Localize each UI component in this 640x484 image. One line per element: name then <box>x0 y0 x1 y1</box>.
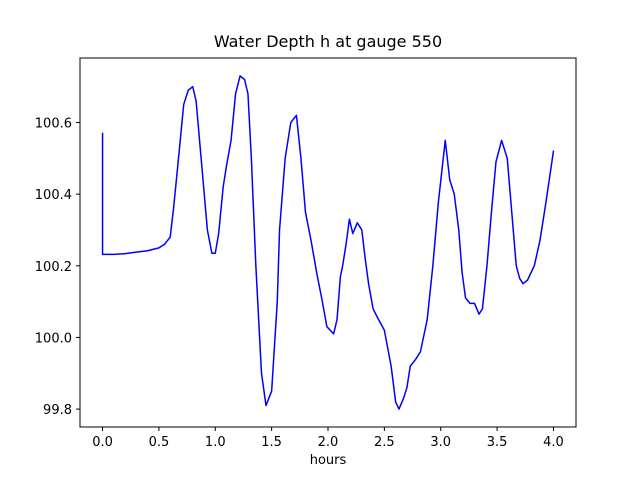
x-tick-label: 0.0 <box>92 435 113 450</box>
chart-title: Water Depth h at gauge 550 <box>213 32 443 51</box>
x-tick-label: 2.5 <box>374 435 395 450</box>
x-tick-label: 1.0 <box>205 435 226 450</box>
series-layer <box>101 75 555 410</box>
ticks-layer: 0.0 0.5 1.0 1.5 2.0 2.5 3.0 3.5 4.0 99.8 100.0 100.… <box>35 116 564 450</box>
y-tick-label: 99.8 <box>43 403 72 418</box>
x-tick-label: 4.0 <box>543 435 564 450</box>
x-tick-label: 3.0 <box>430 435 451 450</box>
y-tick-label: 100.0 <box>35 331 72 346</box>
x-tick-label: 2.0 <box>318 435 339 450</box>
x-axis-label: hours <box>309 453 347 468</box>
y-tick-label: 100.4 <box>35 188 72 203</box>
series-line-0 <box>101 75 555 410</box>
y-tick-label: 100.2 <box>35 260 72 275</box>
x-tick-label: 1.5 <box>261 435 282 450</box>
plot-frame <box>79 57 577 428</box>
y-tick-label: 100.6 <box>35 116 72 131</box>
x-tick-label: 3.5 <box>487 435 508 450</box>
x-tick-label: 0.5 <box>149 435 170 450</box>
